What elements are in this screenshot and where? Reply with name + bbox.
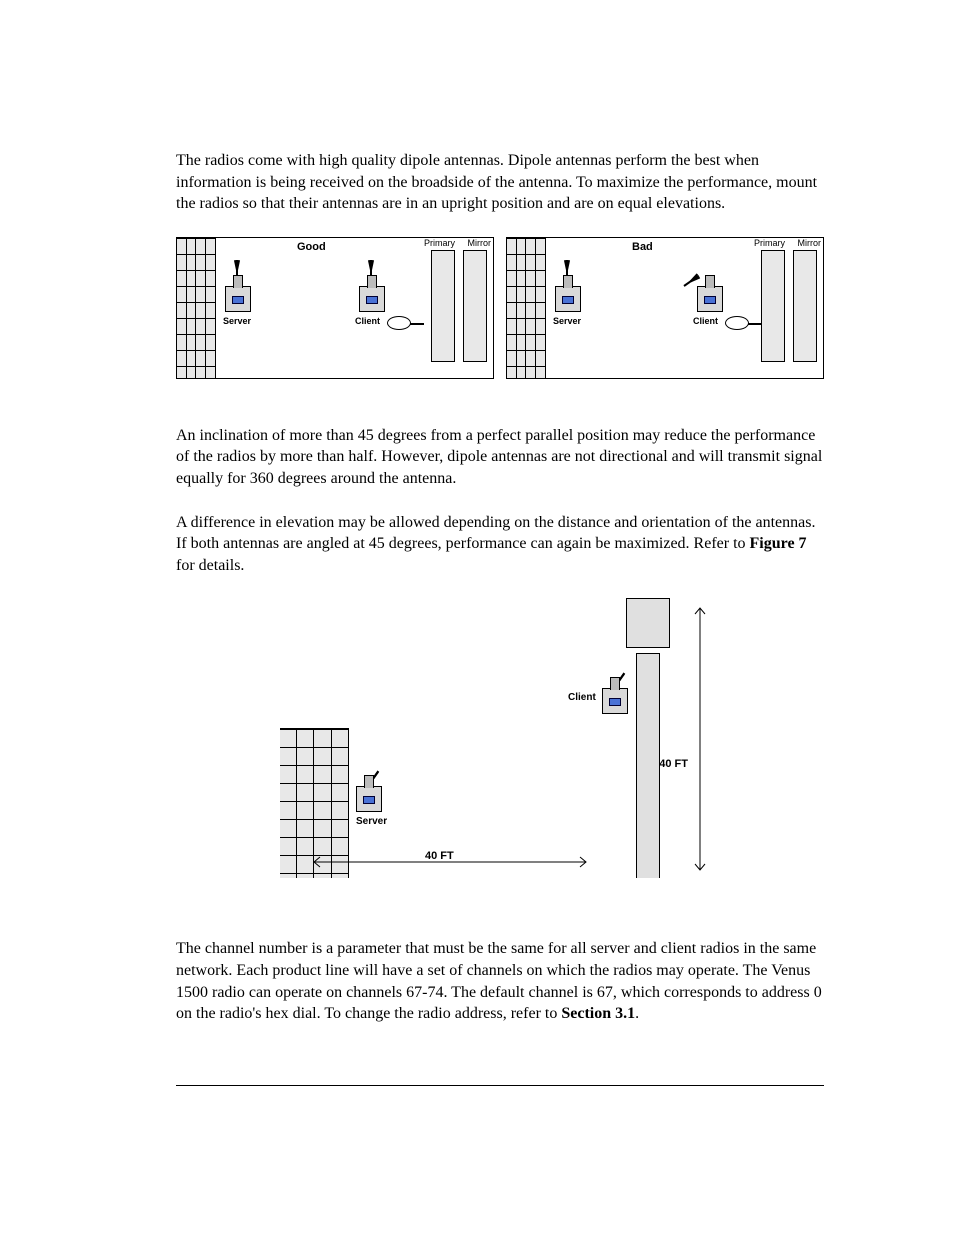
client-radio-icon (697, 286, 723, 312)
server-group: Server (356, 768, 387, 823)
figure-7: Server Client 40 FT 40 FT (280, 598, 720, 878)
p4-text-b: . (635, 1005, 639, 1022)
footer-rule (176, 1085, 824, 1086)
sign-roof-icon (626, 598, 670, 648)
sign-primary-icon (761, 250, 785, 362)
sign-mirror-icon (793, 250, 817, 362)
wall-icon (177, 238, 216, 378)
server-radio-icon (225, 286, 251, 312)
client-label: Client (355, 316, 380, 326)
paragraph-3: A difference in elevation may be allowed… (176, 512, 824, 577)
client-radio-icon (359, 286, 385, 312)
mirror-label: Mirror (468, 238, 492, 248)
sign-primary-icon (431, 250, 455, 362)
wall-icon (507, 238, 546, 378)
server-label: Server (553, 316, 581, 326)
p4-ref-section31: Section 3.1 (561, 1005, 635, 1022)
paragraph-4: The channel number is a parameter that m… (176, 938, 824, 1024)
mouse-icon (725, 316, 749, 330)
p3-text-a: A difference in elevation may be allowed… (176, 514, 815, 553)
sign-mirror-icon (463, 250, 487, 362)
server-radio-icon (555, 286, 581, 312)
h-distance-label: 40 FT (425, 850, 454, 862)
v-distance-label: 40 FT (659, 758, 688, 770)
figure-6: Good Server Client Primary Mirror Bad Se… (176, 237, 824, 379)
figure-6-panel-good: Good Server Client Primary Mirror (176, 237, 494, 379)
p4-text-a: The channel number is a parameter that m… (176, 940, 822, 1022)
client-label: Client (568, 692, 596, 703)
server-radio-icon (356, 786, 382, 812)
pole-icon (636, 653, 660, 878)
paragraph-2: An inclination of more than 45 degrees f… (176, 425, 824, 490)
client-radio-icon (602, 688, 628, 714)
document-page: The radios come with high quality dipole… (0, 0, 954, 1146)
mirror-label: Mirror (798, 238, 822, 248)
v-dimension-arrow-icon (690, 604, 710, 874)
primary-label: Primary (754, 238, 785, 248)
primary-label: Primary (424, 238, 455, 248)
panel-title-good: Good (297, 241, 326, 253)
mouse-icon (387, 316, 411, 330)
server-label: Server (223, 316, 251, 326)
paragraph-1: The radios come with high quality dipole… (176, 150, 824, 215)
panel-title-bad: Bad (632, 241, 653, 253)
p3-ref-figure7: Figure 7 (750, 535, 807, 552)
p3-text-b: for details. (176, 557, 244, 574)
client-label: Client (693, 316, 718, 326)
figure-6-panel-bad: Bad Server Client Primary Mirror (506, 237, 824, 379)
server-label: Server (356, 816, 387, 827)
client-group: Client (602, 670, 628, 714)
